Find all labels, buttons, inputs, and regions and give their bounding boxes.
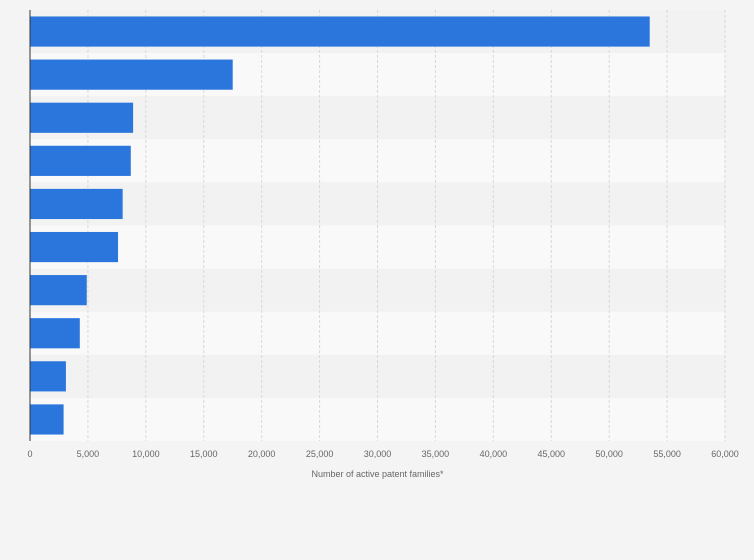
bar[interactable] bbox=[30, 145, 131, 176]
x-axis-title: Number of active patent families* bbox=[311, 469, 444, 479]
x-tick-label: 15,000 bbox=[190, 449, 218, 459]
bar[interactable] bbox=[30, 318, 80, 349]
x-tick-label: 30,000 bbox=[364, 449, 392, 459]
bar[interactable] bbox=[30, 404, 64, 435]
bar[interactable] bbox=[30, 188, 123, 220]
bar[interactable] bbox=[30, 102, 134, 133]
row-band bbox=[30, 311, 725, 355]
x-tick-label: 10,000 bbox=[132, 449, 160, 459]
row-band bbox=[30, 182, 725, 226]
x-tick-label: 5,000 bbox=[77, 449, 100, 459]
bar[interactable] bbox=[30, 16, 650, 47]
row-band bbox=[30, 397, 725, 441]
x-tick-label: 40,000 bbox=[480, 449, 508, 459]
x-tick-label: 50,000 bbox=[595, 449, 623, 459]
x-tick-label: 25,000 bbox=[306, 449, 334, 459]
x-tick-label: 60,000 bbox=[711, 449, 739, 459]
x-tick-label: 20,000 bbox=[248, 449, 276, 459]
bar[interactable] bbox=[30, 275, 87, 306]
bar[interactable] bbox=[30, 59, 233, 90]
bars bbox=[30, 16, 650, 435]
bar[interactable] bbox=[30, 231, 119, 263]
x-axis-ticks: 0 5,000 10,000 15,000 20,000 25,000 30,000 35,0… bbox=[27, 449, 738, 459]
bar[interactable] bbox=[30, 361, 66, 392]
x-tick-label: 55,000 bbox=[653, 449, 681, 459]
x-tick-label: 45,000 bbox=[537, 449, 565, 459]
x-tick-label: 0 bbox=[27, 449, 32, 459]
x-tick-label: 35,000 bbox=[422, 449, 450, 459]
